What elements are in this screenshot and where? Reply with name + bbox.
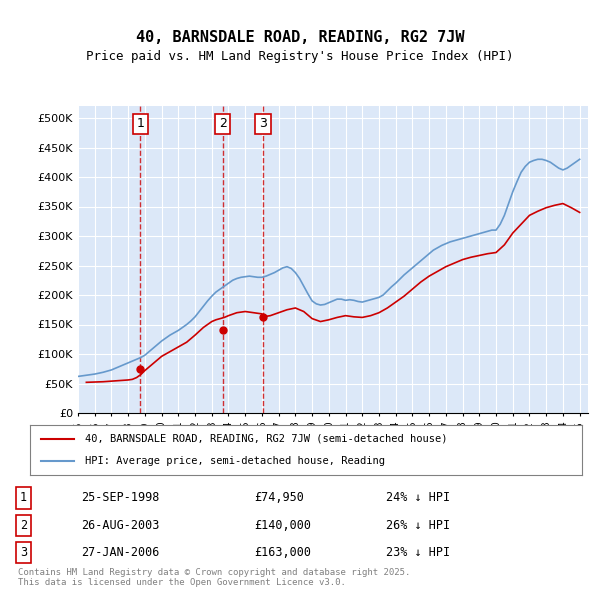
- Text: 26% ↓ HPI: 26% ↓ HPI: [386, 519, 451, 532]
- Text: Contains HM Land Registry data © Crown copyright and database right 2025.
This d: Contains HM Land Registry data © Crown c…: [18, 568, 410, 587]
- Text: 40, BARNSDALE ROAD, READING, RG2 7JW: 40, BARNSDALE ROAD, READING, RG2 7JW: [136, 30, 464, 44]
- Text: 26-AUG-2003: 26-AUG-2003: [81, 519, 160, 532]
- Text: 1: 1: [20, 491, 27, 504]
- Text: £163,000: £163,000: [254, 546, 311, 559]
- Text: £140,000: £140,000: [254, 519, 311, 532]
- Text: 24% ↓ HPI: 24% ↓ HPI: [386, 491, 451, 504]
- Text: HPI: Average price, semi-detached house, Reading: HPI: Average price, semi-detached house,…: [85, 456, 385, 466]
- Text: 3: 3: [20, 546, 27, 559]
- Text: 2: 2: [20, 519, 27, 532]
- Text: 1: 1: [136, 117, 145, 130]
- Text: 3: 3: [259, 117, 267, 130]
- Text: 25-SEP-1998: 25-SEP-1998: [81, 491, 160, 504]
- Text: 23% ↓ HPI: 23% ↓ HPI: [386, 546, 451, 559]
- Text: 2: 2: [219, 117, 227, 130]
- Text: Price paid vs. HM Land Registry's House Price Index (HPI): Price paid vs. HM Land Registry's House …: [86, 50, 514, 63]
- Text: 40, BARNSDALE ROAD, READING, RG2 7JW (semi-detached house): 40, BARNSDALE ROAD, READING, RG2 7JW (se…: [85, 434, 448, 444]
- Text: £74,950: £74,950: [254, 491, 304, 504]
- Text: 27-JAN-2006: 27-JAN-2006: [81, 546, 160, 559]
